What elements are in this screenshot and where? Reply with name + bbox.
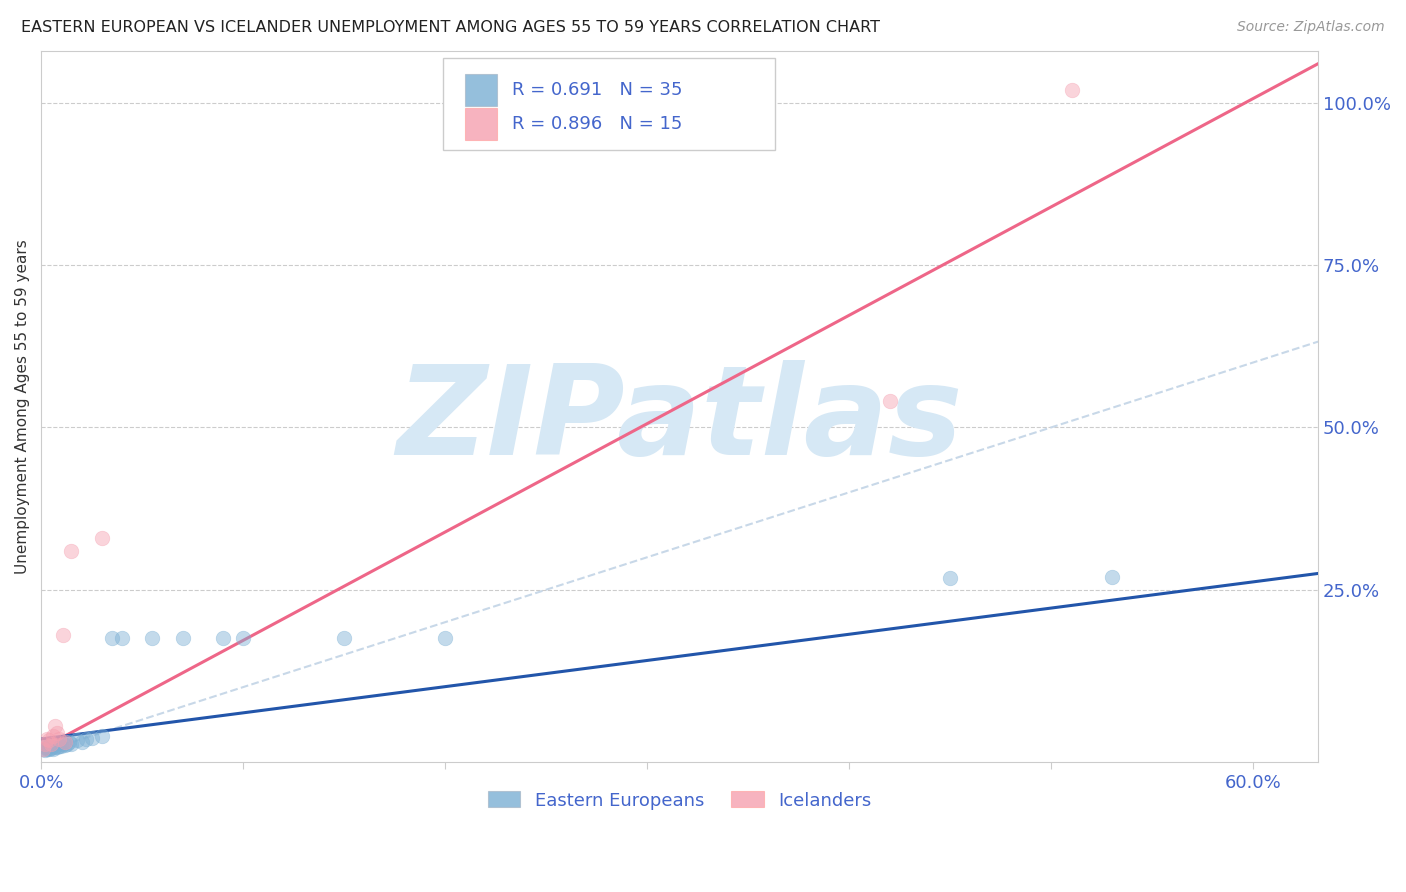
Point	[60, 737, 83, 751]
Point	[66, 733, 89, 747]
Point	[111, 632, 134, 646]
Point	[48, 739, 70, 753]
Point	[58, 735, 80, 749]
Point	[60, 543, 83, 558]
Point	[56, 737, 79, 751]
Point	[172, 632, 194, 646]
Y-axis label: Unemployment Among Ages 55 to 59 years: Unemployment Among Ages 55 to 59 years	[15, 239, 30, 574]
Point	[38, 742, 60, 756]
Point	[39, 737, 62, 751]
Point	[1060, 82, 1083, 96]
Text: Source: ZipAtlas.com: Source: ZipAtlas.com	[1237, 20, 1385, 34]
Point	[42, 729, 65, 743]
Point	[333, 632, 356, 646]
Point	[51, 739, 73, 754]
Point	[44, 719, 66, 733]
Point	[53, 738, 76, 752]
Point	[212, 632, 235, 646]
Point	[32, 741, 55, 756]
Point	[232, 632, 254, 646]
Point	[46, 740, 69, 755]
Point	[39, 741, 62, 756]
Point	[939, 571, 962, 585]
Point	[75, 732, 97, 747]
Point	[90, 729, 112, 743]
Point	[44, 739, 66, 754]
Point	[42, 741, 65, 756]
Point	[34, 740, 56, 755]
Point	[879, 394, 901, 409]
Point	[53, 735, 76, 749]
Text: R = 0.896   N = 15: R = 0.896 N = 15	[512, 114, 683, 133]
Text: EASTERN EUROPEAN VS ICELANDER UNEMPLOYMENT AMONG AGES 55 TO 59 YEARS CORRELATION: EASTERN EUROPEAN VS ICELANDER UNEMPLOYME…	[21, 20, 880, 35]
Legend: Eastern Europeans, Icelanders: Eastern Europeans, Icelanders	[481, 784, 879, 817]
Point	[37, 741, 59, 756]
Point	[1101, 570, 1123, 584]
FancyBboxPatch shape	[465, 108, 496, 139]
Point	[42, 739, 65, 753]
Point	[141, 632, 163, 646]
Point	[37, 732, 59, 747]
Point	[70, 734, 93, 748]
Text: ZIPatlas: ZIPatlas	[396, 360, 963, 481]
Point	[46, 725, 69, 739]
Point	[38, 733, 60, 747]
Point	[52, 628, 75, 642]
Point	[39, 739, 62, 754]
Point	[34, 743, 56, 757]
Point	[90, 531, 112, 545]
FancyBboxPatch shape	[465, 74, 496, 106]
Point	[434, 632, 457, 646]
Point	[37, 739, 59, 754]
Point	[48, 732, 70, 747]
Text: R = 0.691   N = 35: R = 0.691 N = 35	[512, 81, 683, 99]
Point	[101, 632, 124, 646]
Point	[32, 741, 55, 756]
Point	[38, 739, 60, 753]
Point	[34, 737, 56, 751]
Point	[80, 731, 103, 745]
Point	[52, 737, 75, 751]
FancyBboxPatch shape	[443, 58, 775, 150]
